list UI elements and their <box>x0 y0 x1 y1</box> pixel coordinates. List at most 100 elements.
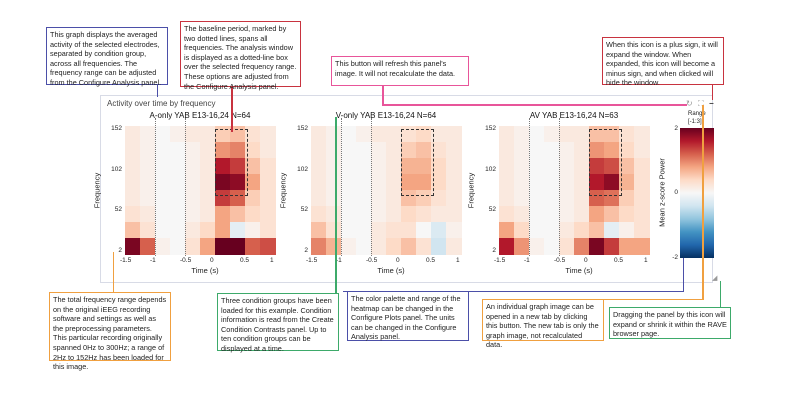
heatmap-cell <box>230 190 246 207</box>
heatmap-cell <box>589 158 605 175</box>
heatmap-cell <box>446 174 462 191</box>
heatmap-cell <box>416 126 432 143</box>
heatmap-cell <box>155 174 171 191</box>
heatmap-cell <box>619 206 635 223</box>
heatmap-cell <box>311 142 327 159</box>
heatmap-cell <box>559 174 575 191</box>
heatmap-cell <box>386 142 402 159</box>
heatmap-cell <box>245 238 261 255</box>
heatmap-cell <box>499 222 515 239</box>
connector-line <box>113 252 114 292</box>
heatmap-cell <box>215 222 231 239</box>
minus-icon[interactable]: − <box>709 99 714 108</box>
heatmap-cell <box>634 142 650 159</box>
connector-line <box>343 291 684 292</box>
x-tick-label: -1 <box>150 257 156 264</box>
heatmap-cell <box>200 190 216 207</box>
heatmap-cell <box>544 238 560 255</box>
heatmap-cell <box>386 174 402 191</box>
heatmap-cell <box>499 206 515 223</box>
heatmap-cell <box>185 238 201 255</box>
heatmap-cell <box>634 238 650 255</box>
x-tick-label: 0.5 <box>614 257 624 264</box>
heatmap-cell <box>619 190 635 207</box>
heatmap-cell <box>371 238 387 255</box>
heatmap-cell <box>529 238 545 255</box>
heatmap-cell <box>559 238 575 255</box>
heatmap-cell <box>514 206 530 223</box>
heatmap-cell <box>559 142 575 159</box>
heatmap-cell <box>260 174 276 191</box>
note-resize-info: Dragging the panel by this icon will exp… <box>609 307 731 339</box>
heatmap-cell <box>311 206 327 223</box>
heatmap-cell <box>619 174 635 191</box>
heatmap-cell <box>140 158 156 175</box>
y-tick-label: 152 <box>111 125 122 132</box>
heatmap-cell <box>125 174 141 191</box>
heatmap-cell <box>185 206 201 223</box>
analysis-window-box <box>401 129 434 196</box>
plot-title: AV YAB E13-16,24 N=63 <box>529 111 619 120</box>
heatmap-cell <box>604 206 620 223</box>
heatmap-cell <box>574 222 590 239</box>
heatmap-cell <box>544 206 560 223</box>
heatmap-cell <box>245 206 261 223</box>
x-tick-label: 1 <box>456 257 460 264</box>
heatmap-cell <box>529 126 545 143</box>
heatmap-cell <box>260 158 276 175</box>
heatmap-cell <box>245 126 261 143</box>
heatmap-cell <box>356 238 372 255</box>
y-tick-label: 2 <box>118 247 122 254</box>
heatmap-cell <box>170 222 186 239</box>
heatmap-cell <box>514 190 530 207</box>
baseline-line <box>529 118 530 256</box>
heatmap-cell <box>416 238 432 255</box>
heatmap-cell <box>401 190 417 207</box>
heatmap-cell <box>371 142 387 159</box>
heatmap-cell <box>140 126 156 143</box>
x-tick-label: 0 <box>584 257 588 264</box>
connector-line <box>157 84 158 97</box>
heatmap-cell <box>401 174 417 191</box>
heatmap-cell <box>431 206 447 223</box>
heatmap-cell <box>416 142 432 159</box>
heatmap-cell <box>371 206 387 223</box>
heatmap-cell <box>170 238 186 255</box>
heatmap-cell <box>230 206 246 223</box>
heatmap-cell <box>170 206 186 223</box>
heatmap-cell <box>431 142 447 159</box>
heatmap-cell <box>200 222 216 239</box>
heatmap-cell <box>185 142 201 159</box>
x-tick-label: 0 <box>396 257 400 264</box>
heatmap-cell <box>431 238 447 255</box>
heatmap-cell <box>356 206 372 223</box>
heatmap-cell <box>559 158 575 175</box>
refresh-icon[interactable]: ↻ <box>686 99 693 108</box>
heatmap-cell <box>311 222 327 239</box>
resize-handle-icon[interactable]: ◢ <box>712 275 718 282</box>
heatmap-cell <box>386 206 402 223</box>
heatmap-cell <box>341 190 357 207</box>
heatmap-cell <box>260 238 276 255</box>
heatmap-cell <box>386 126 402 143</box>
expand-icon[interactable]: ⛶ <box>698 99 704 108</box>
heatmap-cell <box>125 158 141 175</box>
heatmap-cell <box>574 158 590 175</box>
colorbar <box>680 128 714 258</box>
heatmap-cell <box>401 142 417 159</box>
heatmap-cell <box>446 206 462 223</box>
heatmap-cell <box>401 206 417 223</box>
heatmap-cell <box>140 190 156 207</box>
heatmap-cell <box>200 158 216 175</box>
heatmap-cell <box>326 238 342 255</box>
heatmap-cell <box>215 206 231 223</box>
x-tick-label: 1 <box>644 257 648 264</box>
heatmap-cell <box>215 190 231 207</box>
heatmap-cell <box>401 238 417 255</box>
heatmap-cell <box>446 158 462 175</box>
heatmap-cell <box>619 238 635 255</box>
heatmap-cell <box>185 158 201 175</box>
heatmap-cell <box>230 174 246 191</box>
heatmap-cell <box>499 142 515 159</box>
x-axis-label: Time (s) <box>565 266 593 275</box>
